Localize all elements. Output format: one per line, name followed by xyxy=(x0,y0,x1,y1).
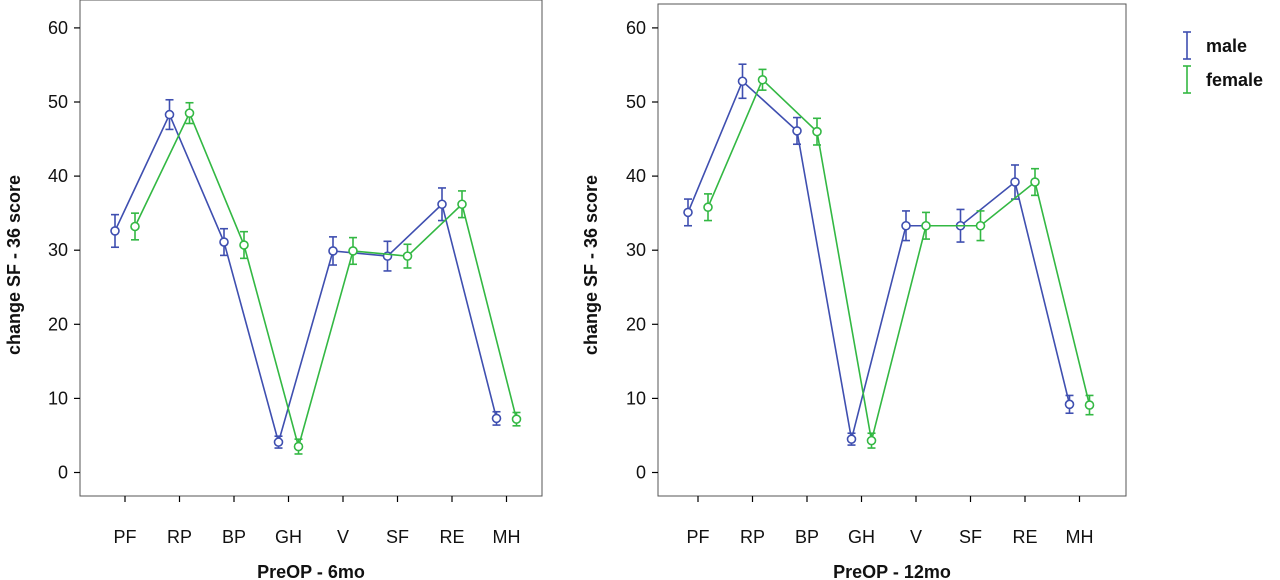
data-point xyxy=(975,220,986,231)
data-point xyxy=(511,414,522,424)
legend-label: male xyxy=(1206,36,1247,56)
x-axis-title: PreOP - 12mo xyxy=(833,562,951,580)
x-tick-label: SF xyxy=(386,527,409,547)
y-tick-label: 60 xyxy=(626,18,646,38)
x-tick-label: PF xyxy=(686,527,709,547)
x-tick-label: GH xyxy=(848,527,875,547)
series-female xyxy=(703,68,1095,449)
x-tick-label: RE xyxy=(1012,527,1037,547)
data-point xyxy=(1010,177,1020,187)
series-line-male xyxy=(114,112,498,446)
data-point xyxy=(457,199,467,210)
legend-symbol xyxy=(1183,31,1191,60)
x-tick-label: MH xyxy=(1066,527,1094,547)
data-point xyxy=(184,108,195,118)
data-point xyxy=(737,76,748,87)
legend: male female xyxy=(1183,31,1263,94)
y-tick-label: 40 xyxy=(626,166,646,186)
data-point xyxy=(921,220,931,231)
data-point xyxy=(348,246,358,256)
x-tick-label: RP xyxy=(167,527,192,547)
series-line-female xyxy=(707,78,1091,441)
data-point xyxy=(164,109,175,120)
series-line-female xyxy=(134,111,518,450)
x-tick-label: V xyxy=(337,527,349,547)
data-point xyxy=(901,220,911,231)
x-tick-label: BP xyxy=(222,527,246,547)
data-point xyxy=(491,413,502,424)
y-tick-label: 50 xyxy=(626,92,646,112)
x-tick-label: MH xyxy=(493,527,521,547)
data-point xyxy=(219,237,229,247)
data-point xyxy=(866,435,877,446)
chart-panel-12mo: 0 10 20 30 40 50 60 PF RP BP GH V SF RE MH PreOP - 12mo… xyxy=(581,3,1127,580)
data-point xyxy=(130,221,140,232)
series-male xyxy=(110,98,502,449)
data-point xyxy=(792,126,802,136)
series-female xyxy=(130,101,522,455)
chart-panel-6mo: 0 10 20 30 40 50 60 PF RP BP GH V SF RE MH PreOP - 6mo c… xyxy=(4,0,543,580)
y-tick-label: 20 xyxy=(626,314,646,334)
y-tick-label: 10 xyxy=(626,388,646,408)
data-point xyxy=(757,74,768,85)
x-tick-label: BP xyxy=(795,527,819,547)
data-point xyxy=(1084,400,1095,410)
data-point xyxy=(846,434,857,444)
legend-symbol xyxy=(1183,65,1191,94)
plot-frame xyxy=(79,0,543,497)
y-tick-label: 20 xyxy=(48,314,68,334)
data-point xyxy=(1064,399,1075,410)
data-point xyxy=(273,437,284,447)
y-tick-label: 60 xyxy=(48,18,68,38)
y-tick-label: 50 xyxy=(48,92,68,112)
y-tick-label: 0 xyxy=(636,463,646,483)
legend-item-male: male xyxy=(1183,31,1247,60)
data-point xyxy=(437,199,447,210)
data-point xyxy=(1030,177,1040,187)
y-tick-label: 30 xyxy=(626,240,646,260)
data-point xyxy=(683,207,693,218)
data-point xyxy=(703,202,713,213)
y-axis-title: change SF - 36 score xyxy=(581,175,601,355)
y-axis-title: change SF - 36 score xyxy=(4,175,24,355)
y-tick-label: 40 xyxy=(48,166,68,186)
x-tick-label: PF xyxy=(113,527,136,547)
x-tick-label: V xyxy=(910,527,922,547)
series-male xyxy=(683,63,1075,446)
x-axis-title: PreOP - 6mo xyxy=(257,562,365,580)
x-tick-label: RP xyxy=(740,527,765,547)
x-tick-label: SF xyxy=(959,527,982,547)
x-tick-label: RE xyxy=(439,527,464,547)
legend-item-female: female xyxy=(1183,65,1263,94)
data-point xyxy=(402,251,413,261)
y-tick-label: 10 xyxy=(48,388,68,408)
data-point xyxy=(293,441,304,452)
y-tick-label: 0 xyxy=(58,463,68,483)
y-tick-label: 30 xyxy=(48,240,68,260)
data-point xyxy=(812,126,822,137)
series-line-male xyxy=(687,79,1071,440)
legend-label: female xyxy=(1206,70,1263,90)
x-tick-label: GH xyxy=(275,527,302,547)
plot-frame xyxy=(657,3,1127,497)
data-point xyxy=(328,246,338,256)
data-point xyxy=(110,226,120,236)
data-point xyxy=(239,240,249,250)
